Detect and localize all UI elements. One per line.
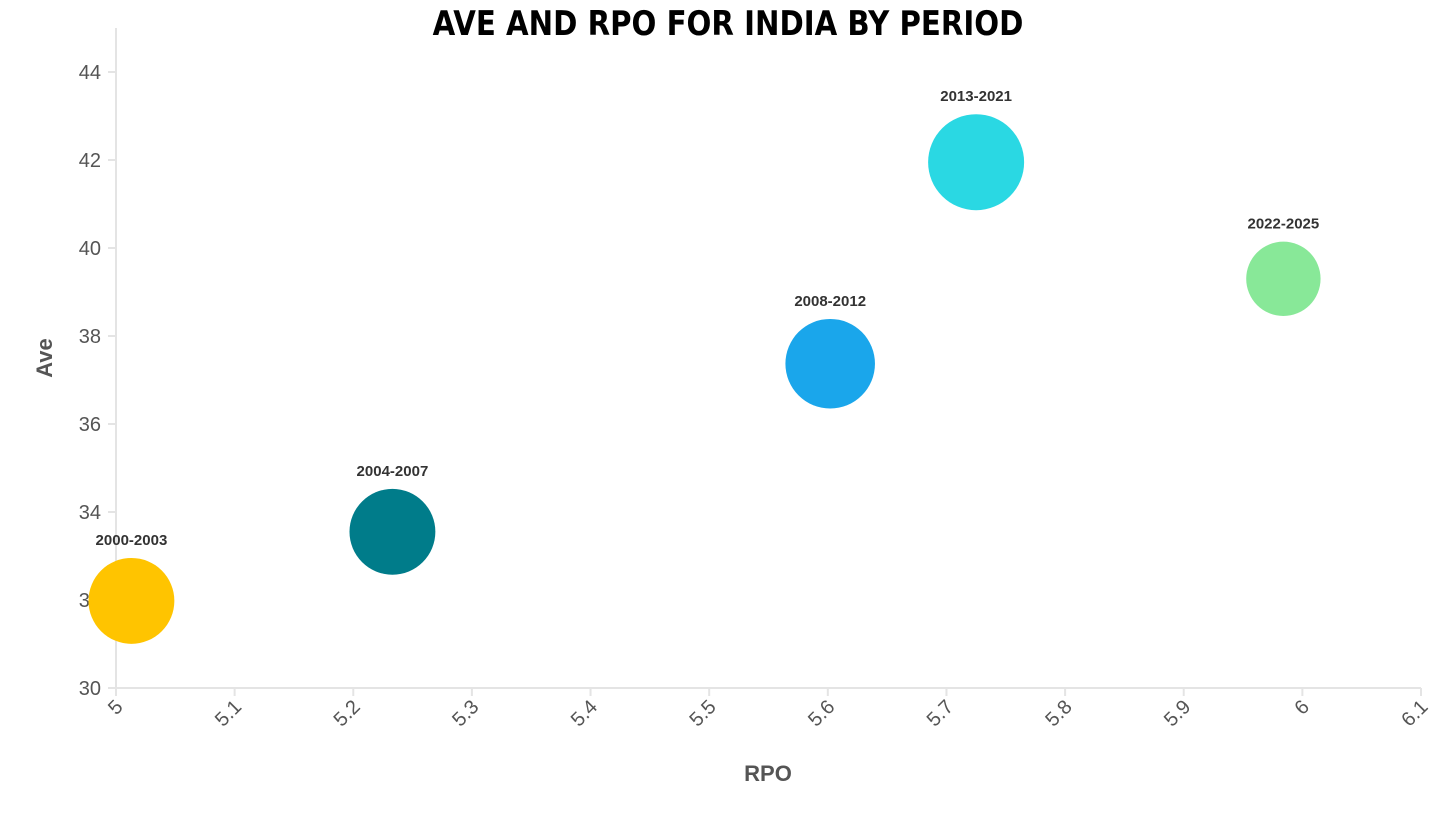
x-tick-label: 5.4 (567, 696, 602, 731)
x-axis-ticks: 5 5.1 5.2 5.3 5.4 5.5 5.6 5.7 5.8 5.9 6 6.1 (104, 688, 1433, 731)
bubble-2000-2003[interactable] (88, 557, 175, 644)
y-tick-label: 38 (79, 326, 101, 348)
bubble-2004-2007[interactable] (349, 488, 436, 575)
bubble-2022-2025[interactable] (1246, 241, 1321, 316)
x-tick-label: 5.5 (685, 696, 720, 731)
y-tick-label: 30 (79, 678, 101, 700)
x-tick-label: 5.8 (1041, 696, 1076, 731)
bubble-label: 2013-2021 (940, 88, 1012, 105)
y-tick-label: 42 (79, 150, 101, 172)
bubble-label: 2000-2003 (96, 532, 168, 549)
chart-title: AVE AND RPO FOR INDIA BY PERIOD (432, 4, 1024, 44)
y-tick-label: 36 (79, 414, 101, 436)
y-tick-label: 34 (79, 502, 101, 524)
bubble-2008-2012[interactable] (785, 318, 875, 409)
y-tick-label: 40 (79, 238, 101, 260)
bubble-label: 2008-2012 (794, 293, 866, 310)
x-tick-label: 5.7 (923, 696, 958, 731)
x-tick-label: 6.1 (1397, 696, 1432, 731)
x-tick-label: 5.9 (1160, 696, 1195, 731)
x-tick-label: 5.3 (448, 696, 483, 731)
bubble-label: 2004-2007 (357, 463, 429, 480)
y-axis-title: Ave (32, 338, 57, 378)
x-tick-label: 5.1 (211, 696, 246, 731)
bubble-series: 2000-2003 2004-2007 2008-2012 2013-2021 2022… (88, 88, 1321, 644)
x-tick-label: 5.6 (804, 696, 839, 731)
x-tick-label: 5 (104, 696, 127, 719)
y-tick-label: 44 (79, 62, 101, 84)
x-axis-title: RPO (744, 761, 792, 786)
bubble-label: 2022-2025 (1248, 216, 1320, 233)
x-tick-label: 5.2 (330, 696, 365, 731)
bubble-2013-2021[interactable] (928, 114, 1025, 211)
x-tick-label: 6 (1290, 696, 1313, 719)
